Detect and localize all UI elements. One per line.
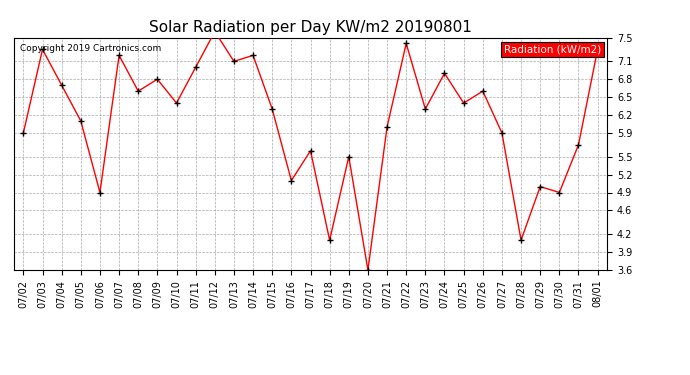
Title: Solar Radiation per Day KW/m2 20190801: Solar Radiation per Day KW/m2 20190801 [149, 20, 472, 35]
Text: Copyright 2019 Cartronics.com: Copyright 2019 Cartronics.com [20, 45, 161, 54]
Text: Radiation (kW/m2): Radiation (kW/m2) [504, 45, 601, 54]
